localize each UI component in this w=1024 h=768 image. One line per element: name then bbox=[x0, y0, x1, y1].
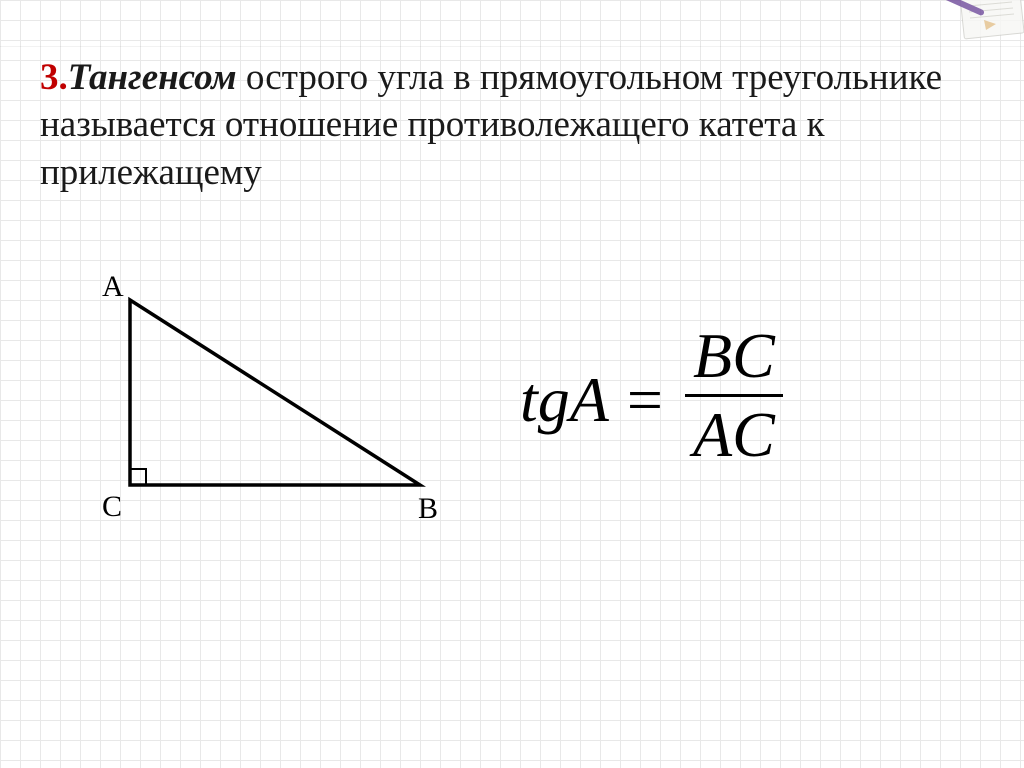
fraction-numerator: BC bbox=[685, 322, 783, 390]
top-divider bbox=[0, 46, 1024, 47]
equation-lhs: tgA bbox=[520, 363, 609, 437]
vertex-label-b: B bbox=[418, 492, 438, 526]
fraction: BC AC bbox=[685, 322, 783, 469]
fraction-bar bbox=[685, 394, 783, 397]
equals-sign: = bbox=[627, 363, 663, 437]
fraction-denominator: AC bbox=[685, 401, 783, 469]
vertex-label-a: A bbox=[102, 270, 124, 304]
definition-text: 3.Тангенсом острого угла в прямоугольном… bbox=[40, 54, 980, 196]
vertex-label-c: C bbox=[102, 490, 122, 524]
definition-number: 3. bbox=[40, 57, 68, 98]
definition-term: Тангенсом bbox=[68, 57, 246, 98]
right-triangle: A C B bbox=[50, 270, 470, 540]
corner-decoration bbox=[904, 0, 1024, 50]
tangent-equation: tgA = BC AC bbox=[520, 300, 980, 500]
